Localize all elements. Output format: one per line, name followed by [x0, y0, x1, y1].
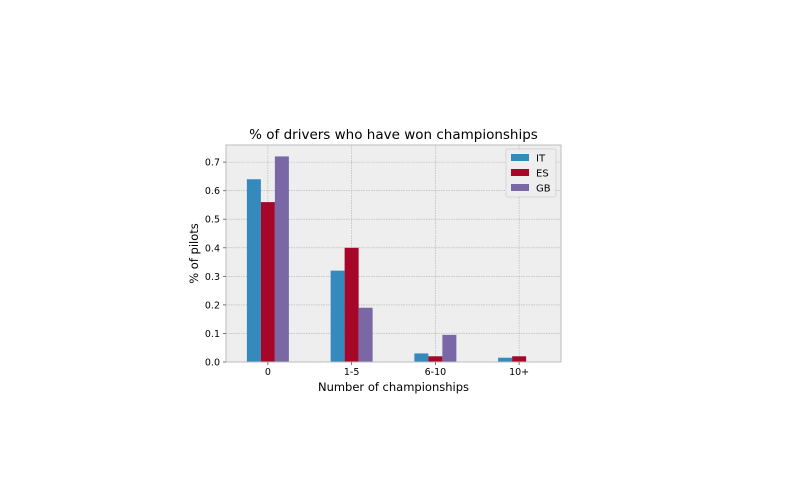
y-tick-label: 0.2: [205, 300, 220, 311]
x-tick-label: 1-5: [344, 367, 360, 378]
legend-swatch-gb: [511, 184, 529, 191]
bar-it-3: [498, 357, 513, 362]
legend-label-gb: GB: [536, 184, 551, 195]
y-tick-label: 0.6: [205, 186, 220, 197]
bar-es-0: [260, 202, 275, 362]
bar-es-3: [512, 356, 527, 362]
x-tick-label: 10+: [509, 367, 529, 378]
bar-gb-0: [274, 156, 289, 362]
legend-label-es: ES: [536, 169, 549, 180]
y-tick-label: 0.0: [205, 358, 220, 369]
legend-swatch-es: [511, 169, 529, 176]
plot-frame: [225, 144, 562, 363]
x-axis-label: Number of championships: [318, 380, 469, 394]
x-axis-ticks: 0 1-5 6-10 10+: [265, 362, 529, 378]
y-tick-label: 0.4: [205, 243, 220, 254]
bars: [246, 156, 527, 362]
y-tick-label: 0.5: [205, 215, 220, 226]
x-tick-label: 0: [265, 367, 271, 378]
legend-swatch-it: [511, 154, 529, 161]
x-tick-label: 6-10: [425, 367, 447, 378]
y-tick-label: 0.3: [205, 272, 220, 283]
y-axis-ticks: 0.0 0.1 0.2 0.3 0.4 0.5 0.6 0.7: [205, 158, 226, 369]
legend: IT ES GB: [505, 148, 557, 198]
chart-title: % of drivers who have won championships: [249, 127, 538, 143]
bar-es-2: [428, 356, 443, 362]
y-axis-label: % of pilots: [187, 223, 201, 284]
bar-gb-1: [358, 307, 373, 362]
y-tick-label: 0.7: [205, 158, 220, 169]
bar-gb-2: [442, 334, 457, 362]
bar-es-1: [344, 247, 359, 362]
bar-it-1: [330, 270, 345, 362]
bar-it-2: [414, 353, 429, 362]
bar-it-0: [246, 179, 261, 362]
legend-label-it: IT: [536, 154, 546, 165]
y-tick-label: 0.1: [205, 329, 220, 340]
